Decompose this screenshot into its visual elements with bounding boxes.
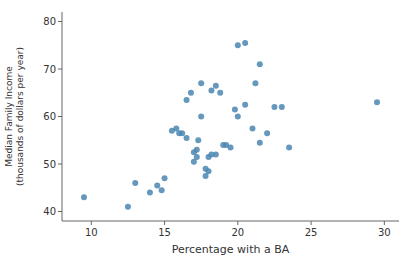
point: [147, 190, 153, 196]
point: [213, 83, 219, 89]
point: [188, 90, 194, 96]
point: [162, 175, 168, 181]
point: [242, 102, 248, 108]
y-axis-label-line: Median Family Income: [4, 66, 14, 167]
x-tick: [91, 221, 92, 225]
point: [132, 180, 138, 186]
y-axis-label-line: (thousands of dollars per year): [15, 47, 25, 186]
point: [235, 42, 241, 48]
point: [208, 87, 214, 93]
point: [217, 90, 223, 96]
point: [257, 61, 263, 67]
x-tick-label: 30: [378, 227, 391, 238]
point: [249, 125, 255, 131]
x-tick-label: 10: [85, 227, 98, 238]
chart: 10 15 20 25 30 40 50 60 70 80 Percentage with a BA…: [0, 0, 413, 259]
y-tick: [58, 164, 62, 165]
y-tick-label: 80: [43, 16, 56, 27]
point: [264, 130, 270, 136]
point: [184, 135, 190, 141]
x-axis-line: [62, 221, 399, 222]
point: [228, 144, 234, 150]
point: [159, 187, 165, 193]
point: [374, 99, 380, 105]
x-axis-label: Percentage with a BA: [172, 243, 290, 256]
point: [257, 140, 263, 146]
point: [125, 204, 131, 210]
y-tick: [58, 21, 62, 22]
y-tick: [58, 69, 62, 70]
x-tick: [311, 221, 312, 225]
y-tick-label: 70: [43, 64, 56, 75]
point: [184, 97, 190, 103]
point: [242, 40, 248, 46]
y-tick: [58, 116, 62, 117]
point: [206, 168, 212, 174]
point: [194, 154, 200, 160]
point: [235, 114, 241, 120]
point: [286, 144, 292, 150]
y-tick-label: 50: [43, 159, 56, 170]
x-tick: [237, 221, 238, 225]
x-tick: [164, 221, 165, 225]
x-tick-label: 20: [231, 227, 244, 238]
point: [279, 104, 285, 110]
y-tick-label: 40: [43, 206, 56, 217]
point: [179, 130, 185, 136]
point: [198, 80, 204, 86]
points: [81, 40, 380, 210]
point: [194, 147, 200, 153]
point: [252, 80, 258, 86]
y-axis-label: Median Family Income(thousands of dollar…: [4, 47, 25, 186]
point: [81, 194, 87, 200]
point: [213, 152, 219, 158]
y-tick-label: 60: [43, 111, 56, 122]
point: [154, 182, 160, 188]
point: [271, 104, 277, 110]
point: [198, 114, 204, 120]
x-tick: [384, 221, 385, 225]
point: [195, 137, 201, 143]
y-tick: [58, 211, 62, 212]
x-tick-label: 25: [305, 227, 318, 238]
point: [232, 106, 238, 112]
x-tick-label: 15: [158, 227, 171, 238]
